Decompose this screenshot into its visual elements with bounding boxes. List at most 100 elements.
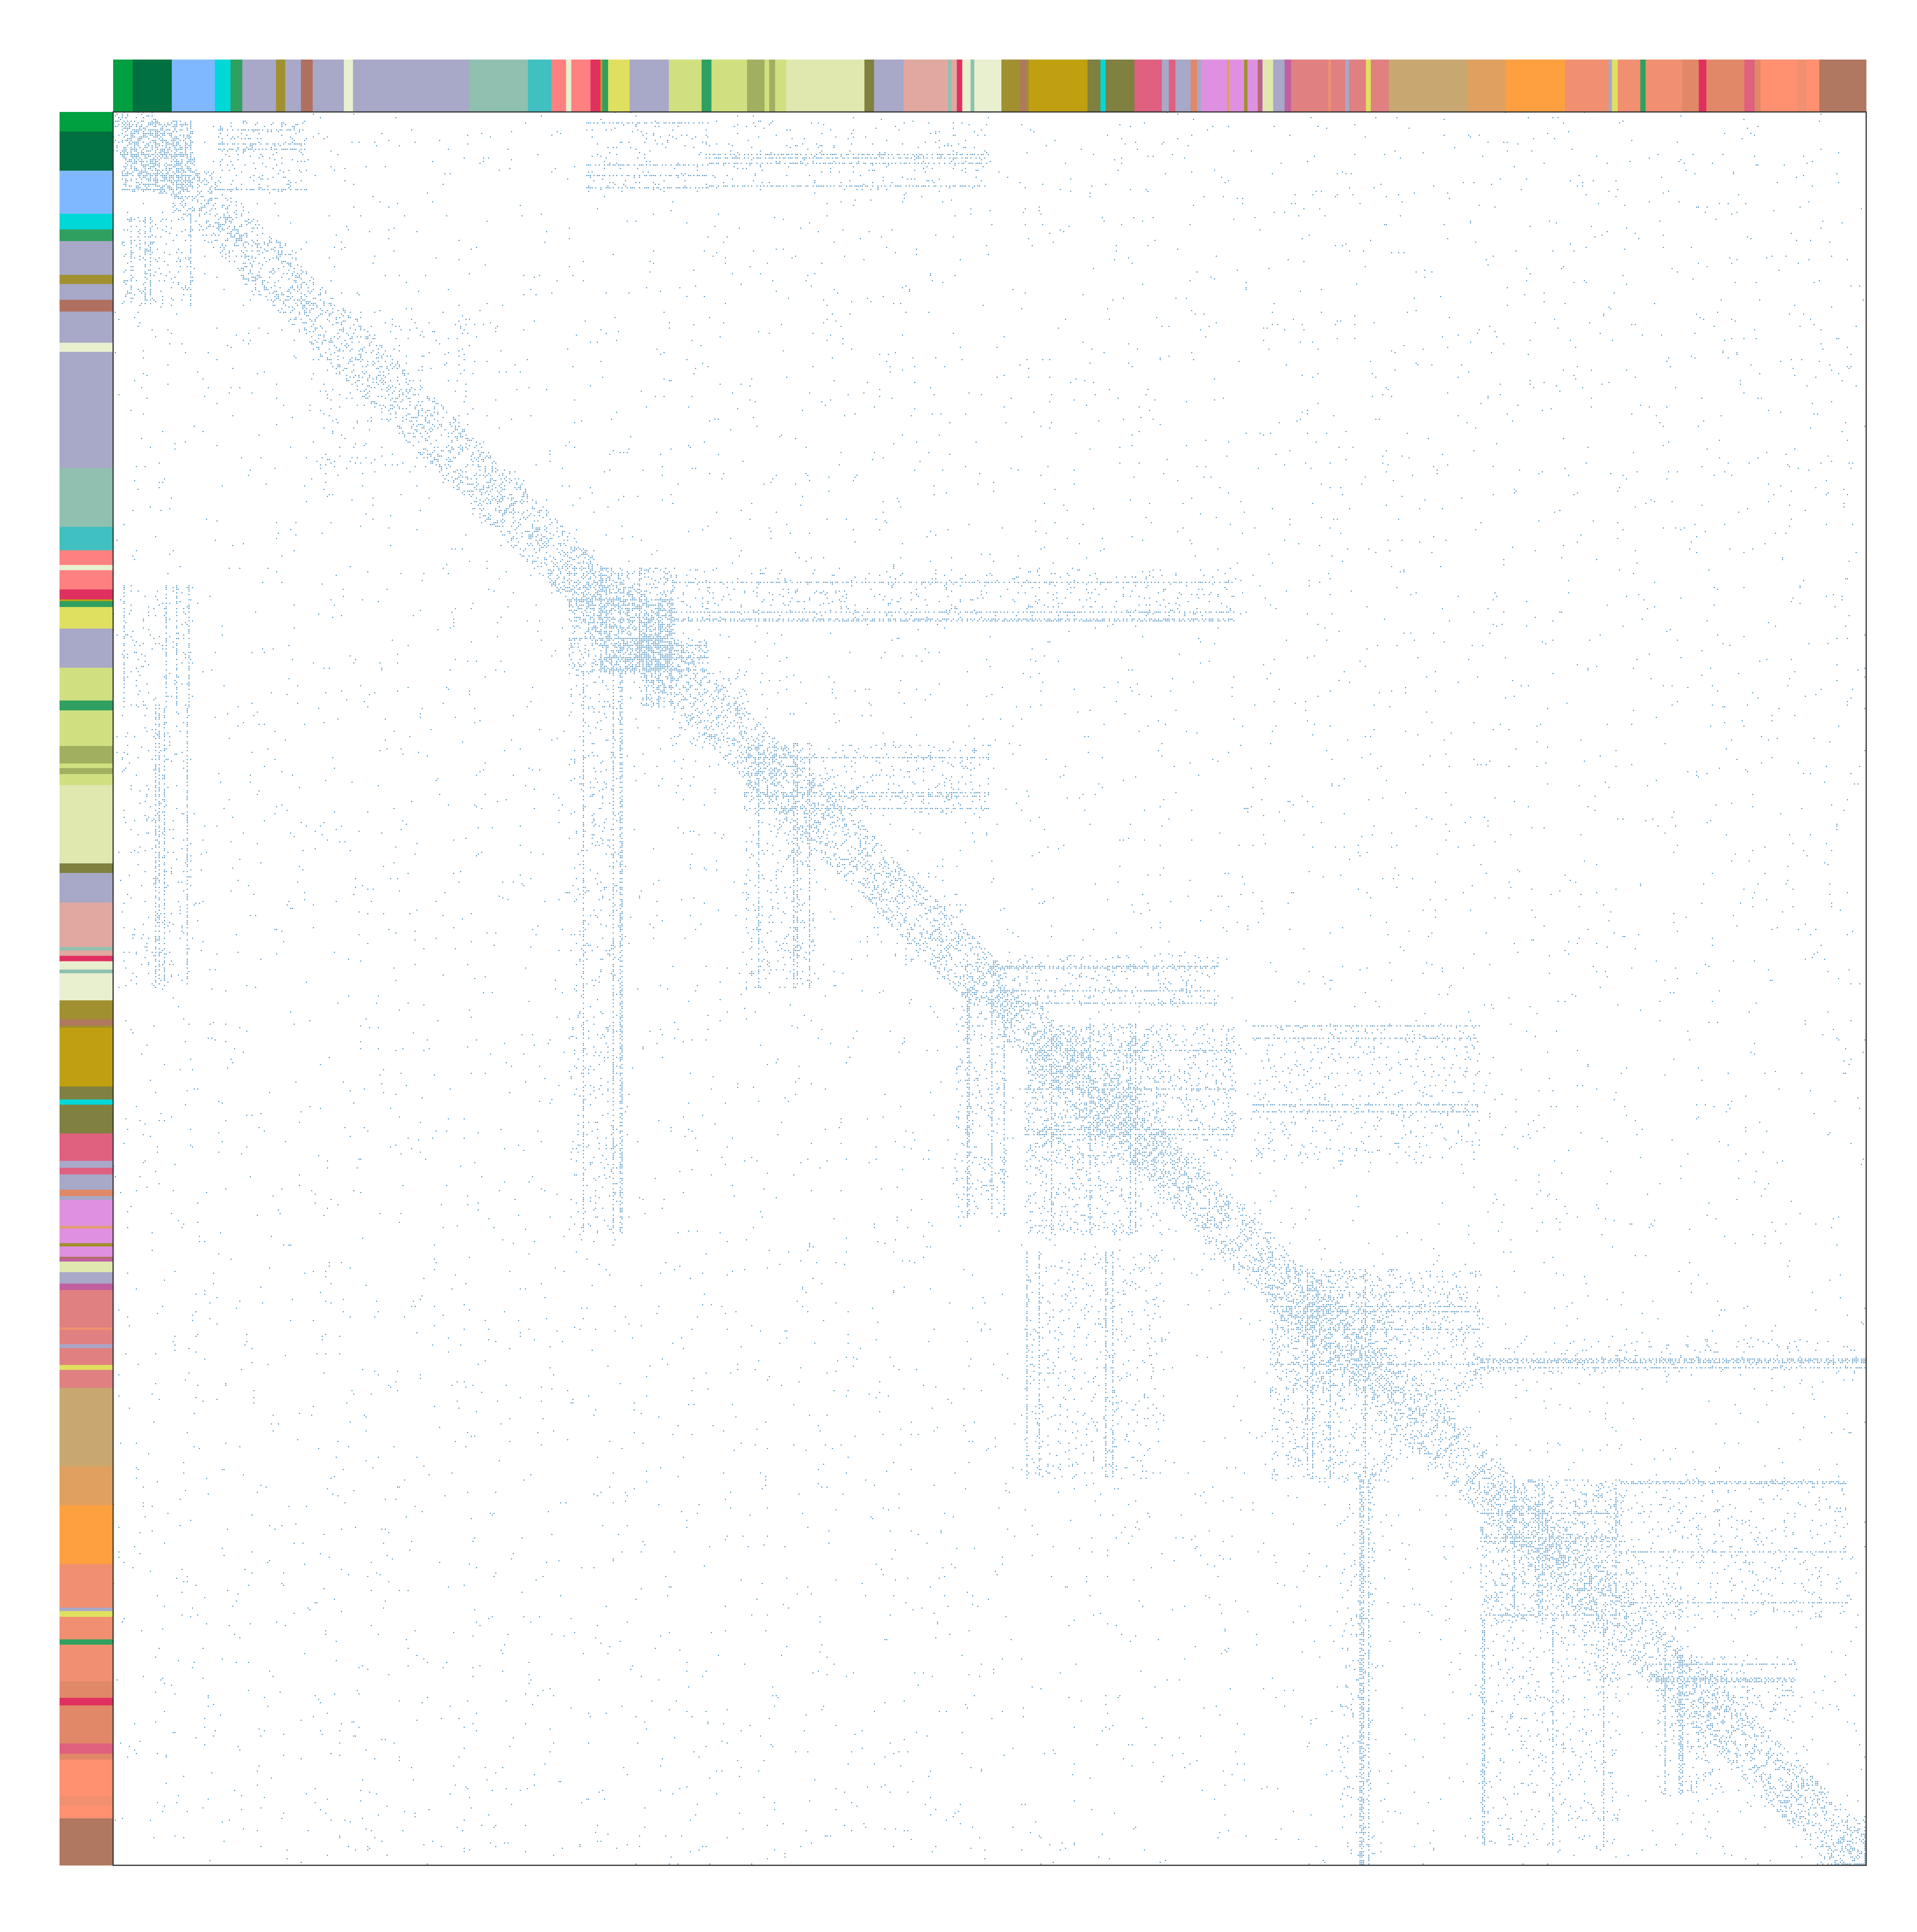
adjacency-point [1035,1027,1036,1028]
adjacency-point [1028,1052,1029,1053]
top-strip-band [1328,60,1331,112]
adjacency-point [1263,1292,1264,1293]
adjacency-point [446,468,447,469]
adjacency-point [823,813,824,814]
adjacency-point [264,242,265,243]
adjacency-point [639,608,640,609]
adjacency-point [290,266,291,267]
adjacency-point [416,431,417,432]
adjacency-point [1102,1108,1103,1109]
adjacency-point [223,205,224,206]
adjacency-point [385,361,386,362]
top-strip-band [688,60,697,112]
adjacency-point [1228,1202,1229,1203]
adjacency-point [676,685,677,686]
left-strip-band [60,343,113,352]
left-strip-band [60,1833,113,1837]
adjacency-point [1263,1238,1264,1239]
adjacency-point [315,298,316,299]
adjacency-point [1266,1299,1267,1300]
adjacency-point [772,759,773,760]
adjacency-point [1203,1188,1204,1189]
adjacency-point [1203,1236,1204,1237]
adjacency-point [157,131,158,132]
adjacency-point [1177,1178,1178,1179]
adjacency-point [592,556,593,557]
left-strip-band [60,541,113,546]
top-strip-band [1273,60,1285,112]
adjacency-point [1281,1267,1282,1268]
adjacency-point [478,461,479,462]
adjacency-point [1277,1280,1278,1281]
left-strip-band [60,171,113,175]
adjacency-point [299,331,300,332]
adjacency-point [734,738,735,739]
adjacency-point [201,226,202,227]
adjacency-point [492,462,493,463]
adjacency-point [1237,1202,1238,1203]
adjacency-point [677,694,678,695]
adjacency-point [420,454,421,455]
adjacency-point [662,641,663,642]
adjacency-point [178,210,179,211]
adjacency-point [672,638,673,639]
adjacency-point [609,638,610,639]
adjacency-point [695,701,696,702]
adjacency-point [157,173,158,174]
adjacency-point [681,715,682,716]
adjacency-point [215,184,216,185]
adjacency-point [986,957,987,958]
adjacency-point [213,205,214,206]
adjacency-point [394,401,395,402]
adjacency-point [1281,1255,1282,1256]
left-strip-band [60,129,113,132]
adjacency-point [835,845,836,846]
adjacency-point [900,894,901,895]
adjacency-point [1179,1159,1180,1160]
adjacency-point [1044,1031,1045,1032]
adjacency-point [348,317,349,318]
adjacency-point [187,184,188,185]
adjacency-point [616,596,617,597]
adjacency-point [688,655,689,656]
adjacency-point [160,189,161,190]
adjacency-point [518,541,519,542]
adjacency-point [930,948,931,949]
top-strip-band [1260,60,1263,112]
adjacency-point [430,461,431,462]
adjacency-point [493,461,494,462]
adjacency-point [867,852,868,853]
adjacency-point [800,787,801,788]
adjacency-point [280,247,281,248]
left-strip-band [60,538,113,541]
adjacency-point [1188,1167,1189,1168]
top-strip-band [1379,60,1386,112]
adjacency-point [155,180,156,181]
adjacency-point [180,210,181,211]
adjacency-point [269,242,270,243]
adjacency-point [1230,1218,1231,1219]
adjacency-point [709,682,710,683]
adjacency-point [677,657,678,658]
adjacency-point [925,890,926,891]
adjacency-point [639,624,640,625]
adjacency-point [1282,1257,1283,1258]
top-strip-band [1482,60,1492,112]
adjacency-point [1023,1004,1024,1005]
adjacency-point [1095,1103,1096,1104]
adjacency-point [495,471,496,472]
adjacency-point [811,787,812,788]
left-strip-band [60,1089,113,1100]
adjacency-point [1102,1120,1103,1121]
adjacency-point [748,718,749,719]
adjacency-point [1151,1134,1152,1135]
adjacency-point [406,389,407,390]
left-strip-band [60,198,113,203]
adjacency-point [800,834,801,835]
left-strip-band [60,1664,113,1667]
adjacency-point [581,554,582,555]
adjacency-point [213,233,214,234]
adjacency-point [1149,1141,1150,1142]
top-strip-band [130,60,133,112]
adjacency-point [202,229,203,230]
